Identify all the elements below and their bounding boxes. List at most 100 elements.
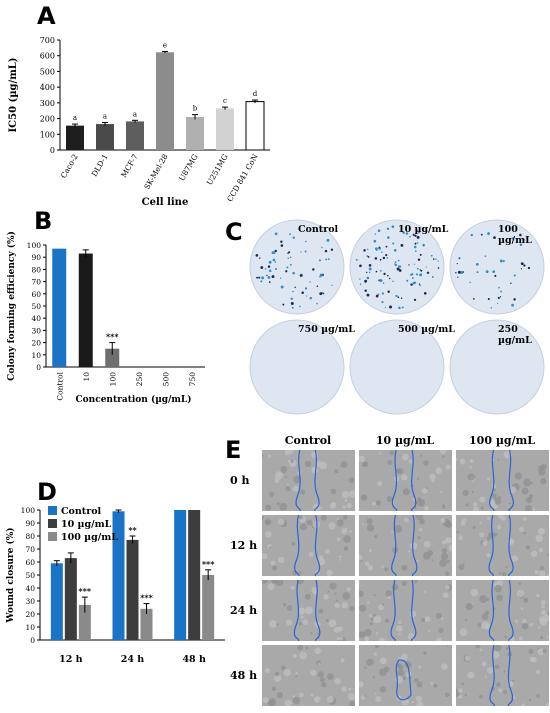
cell-blob: [387, 459, 393, 466]
cell-blob: [448, 544, 452, 552]
colony-dot: [359, 283, 362, 286]
cell-blob: [379, 686, 386, 693]
x-tick-label: 12 h: [59, 654, 83, 665]
cell-blob: [423, 651, 427, 655]
bar: [50, 563, 63, 640]
y-tick-label: 40: [31, 314, 41, 323]
cell-blob: [302, 619, 309, 625]
cell-blob: [368, 614, 372, 618]
colony-dot: [490, 307, 493, 309]
x-tick-label: DLD-1: [90, 153, 110, 179]
cell-blob: [283, 668, 291, 677]
colony-dot: [280, 244, 284, 247]
cell-blob: [479, 532, 485, 538]
cell-blob: [465, 602, 473, 611]
cell-blob: [472, 506, 479, 511]
colony-dot: [408, 264, 410, 266]
colony-dot: [387, 236, 390, 239]
cell-blob: [469, 465, 472, 469]
cell-blob: [523, 597, 529, 603]
cell-blob: [536, 593, 540, 598]
wound-edge-right: [507, 645, 514, 706]
cell-blob: [446, 559, 450, 564]
cell-blob: [285, 619, 293, 626]
cell-blob: [471, 490, 474, 494]
colony-dot: [523, 264, 526, 267]
cell-blob: [427, 550, 434, 556]
cell-blob: [268, 619, 277, 628]
cell-blob: [417, 665, 422, 669]
colony-dot: [437, 267, 440, 269]
cell-blob: [477, 622, 482, 628]
cell-blob: [360, 695, 366, 700]
cell-blob: [373, 652, 378, 656]
colony-dot: [377, 229, 381, 232]
cell-blob: [525, 496, 533, 504]
cell-blob: [341, 686, 347, 692]
colony-dot: [388, 277, 391, 280]
wound-edge-right: [508, 515, 514, 576]
cell-blob: [363, 461, 369, 467]
cell-blob: [479, 595, 488, 604]
cell-blob: [460, 521, 466, 527]
cell-blob: [391, 530, 394, 534]
wound-edge: [395, 659, 412, 701]
colony-dot: [410, 283, 413, 286]
colony-dot: [368, 267, 372, 271]
significance-mark: ***: [106, 332, 119, 342]
cell-blob: [386, 496, 393, 503]
cell-blob: [324, 549, 330, 554]
colony-dot: [423, 292, 427, 295]
colony-dot: [319, 292, 323, 296]
cell-blob: [323, 594, 329, 600]
wound-micrograph: [359, 515, 452, 576]
cell-blob: [366, 658, 374, 667]
cell-blob: [320, 506, 323, 510]
colony-dot: [290, 297, 293, 300]
cell-blob: [374, 645, 379, 649]
cell-blob: [267, 583, 275, 591]
cell-blob: [348, 477, 355, 484]
colony-dot: [492, 270, 496, 274]
colony-dot: [375, 294, 379, 298]
cell-blob: [276, 502, 280, 506]
cell-blob: [343, 535, 351, 543]
colony-dot: [305, 295, 308, 297]
colony-dot: [309, 281, 311, 283]
cell-blob: [379, 637, 385, 641]
cell-blob: [486, 536, 491, 541]
cell-blob: [304, 460, 312, 468]
colony-dot: [389, 305, 392, 309]
cell-blob: [299, 571, 302, 574]
y-tick-label: 100: [27, 241, 42, 250]
colony-dot: [494, 274, 497, 277]
colony-dot: [294, 286, 296, 289]
cell-blob: [348, 693, 355, 701]
colony-dish: [449, 219, 545, 315]
colony-dot: [386, 227, 390, 231]
bar: [156, 52, 174, 150]
cell-blob: [265, 504, 272, 511]
cell-blob: [522, 517, 527, 521]
cell-blob: [505, 565, 508, 569]
colony-dot: [266, 274, 268, 277]
y-tick-label: 70: [25, 545, 35, 554]
cell-blob: [423, 590, 427, 594]
y-tick-label: 90: [25, 519, 35, 528]
cell-blob: [417, 535, 421, 540]
colony-dot: [414, 242, 417, 245]
y-tick-label: 300: [40, 99, 55, 108]
colony-dot: [417, 258, 421, 261]
cell-blob: [416, 681, 423, 688]
colony-dot: [291, 306, 294, 309]
colony-dot: [493, 236, 496, 240]
cell-blob: [456, 688, 458, 692]
x-tick-label: U87MG: [177, 153, 200, 183]
cell-blob: [539, 565, 545, 571]
cell-blob: [503, 690, 508, 695]
colony-dot: [271, 251, 275, 255]
cell-blob: [279, 503, 288, 511]
cell-blob: [364, 628, 372, 637]
cell-blob: [286, 483, 289, 486]
cell-blob: [349, 700, 355, 706]
